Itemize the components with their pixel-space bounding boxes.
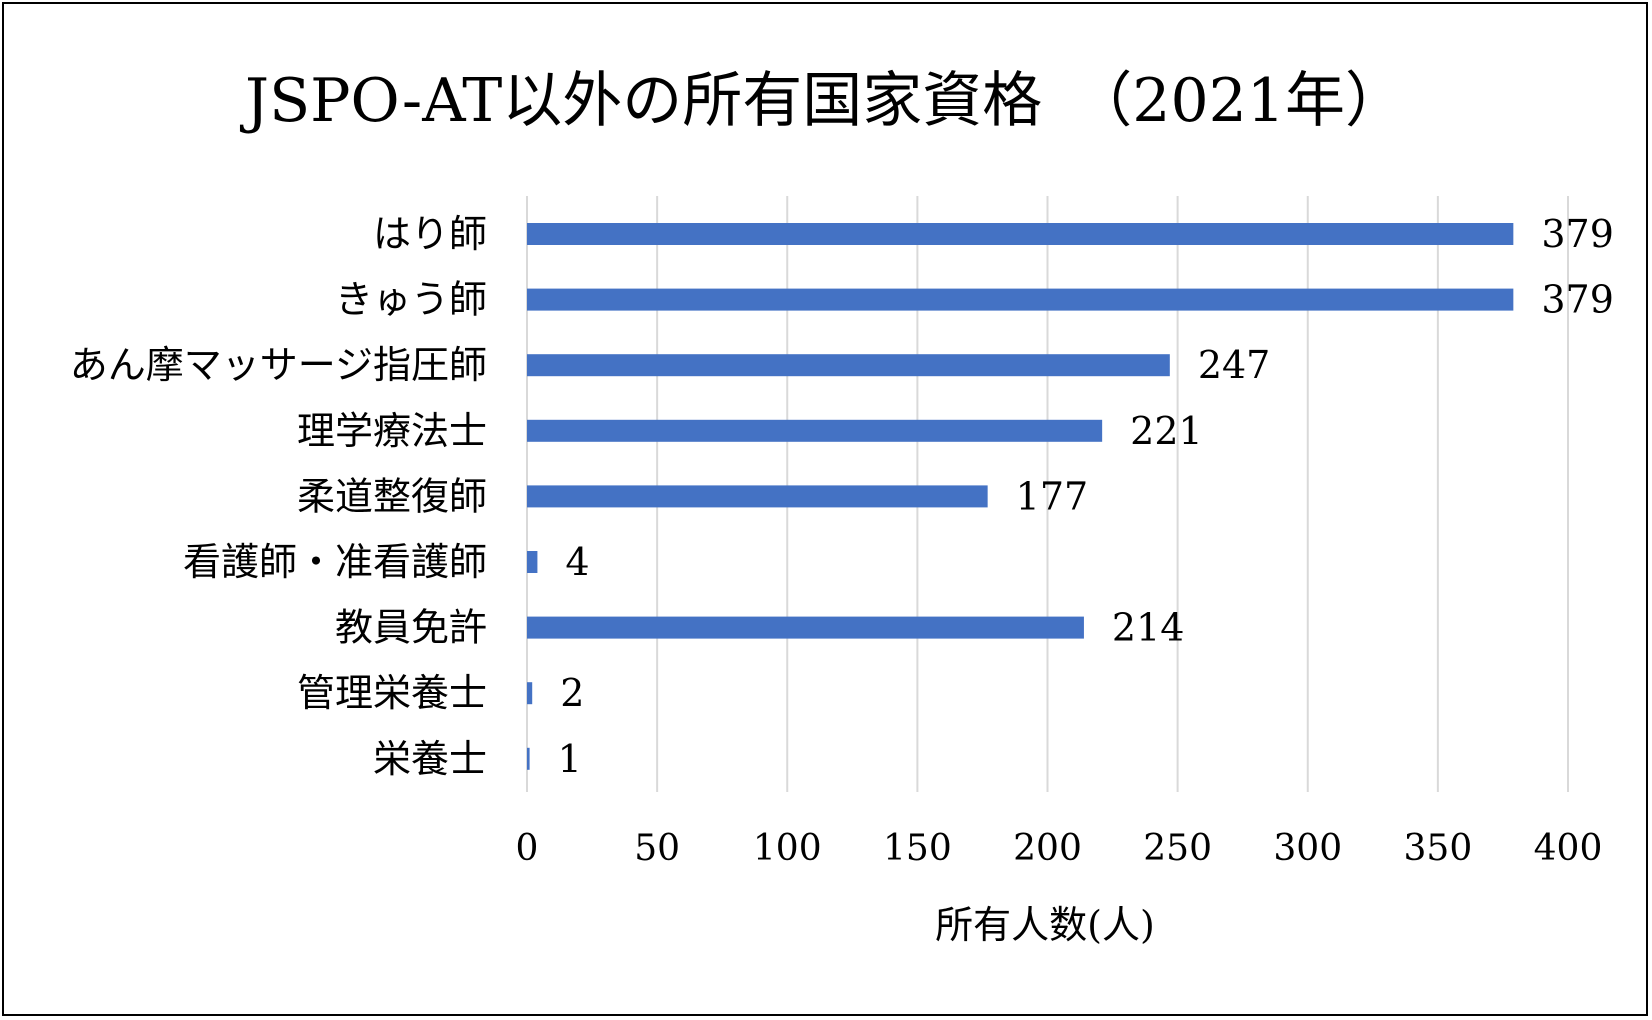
bar (527, 682, 533, 705)
x-tick-labels: 0 50 100 150 200 250 300 350 400 (516, 828, 1603, 869)
data-label: 221 (1130, 409, 1203, 453)
data-labels: 379 379 247 221 177 4 214 2 1 (558, 212, 1614, 781)
bar (527, 419, 1103, 442)
data-label: 214 (1112, 606, 1185, 650)
bar (527, 354, 1170, 377)
category-label: 教員免許 (335, 606, 487, 650)
category-label: 看護師・准看護師 (183, 540, 487, 584)
x-tick-label: 100 (753, 828, 822, 869)
chart-plot: はり師きゅう師あん摩マッサージ指圧師理学療法士柔道整復師看護師・准看護師教員免許… (70, 196, 1614, 869)
category-label: きゅう師 (335, 278, 487, 322)
data-label: 379 (1541, 278, 1614, 322)
bar (527, 747, 530, 770)
bar (527, 551, 538, 573)
x-tick-label: 400 (1534, 828, 1603, 869)
data-label: 247 (1198, 343, 1271, 387)
bar (527, 288, 1514, 311)
category-labels: はり師きゅう師あん摩マッサージ指圧師理学療法士柔道整復師看護師・准看護師教員免許… (70, 212, 487, 781)
x-tick-label: 200 (1013, 828, 1082, 869)
x-tick-label: 0 (516, 828, 539, 869)
x-tick-label: 50 (634, 828, 680, 869)
bar (527, 485, 988, 508)
category-label: 理学療法士 (297, 409, 487, 453)
x-tick-label: 250 (1143, 828, 1212, 869)
category-label: 栄養士 (373, 737, 487, 781)
bar (527, 616, 1084, 639)
category-label: はり師 (373, 212, 487, 256)
category-label: 管理栄養士 (297, 671, 487, 715)
x-tick-label: 150 (883, 828, 952, 869)
category-label: あん摩マッサージ指圧師 (70, 343, 487, 387)
data-label: 2 (560, 671, 584, 715)
data-label: 4 (565, 540, 589, 584)
category-label: 柔道整復師 (297, 474, 487, 518)
x-axis-label: 所有人数(人) (935, 903, 1155, 947)
data-label: 177 (1016, 474, 1089, 518)
x-tick-label: 300 (1273, 828, 1342, 869)
bar (527, 223, 1514, 245)
data-label: 1 (558, 737, 582, 781)
data-label: 379 (1541, 212, 1614, 256)
bars (527, 223, 1514, 770)
x-tick-label: 350 (1404, 828, 1473, 869)
chart-title: JSPO-AT以外の所有国家資格 （2021年） (245, 66, 1405, 136)
